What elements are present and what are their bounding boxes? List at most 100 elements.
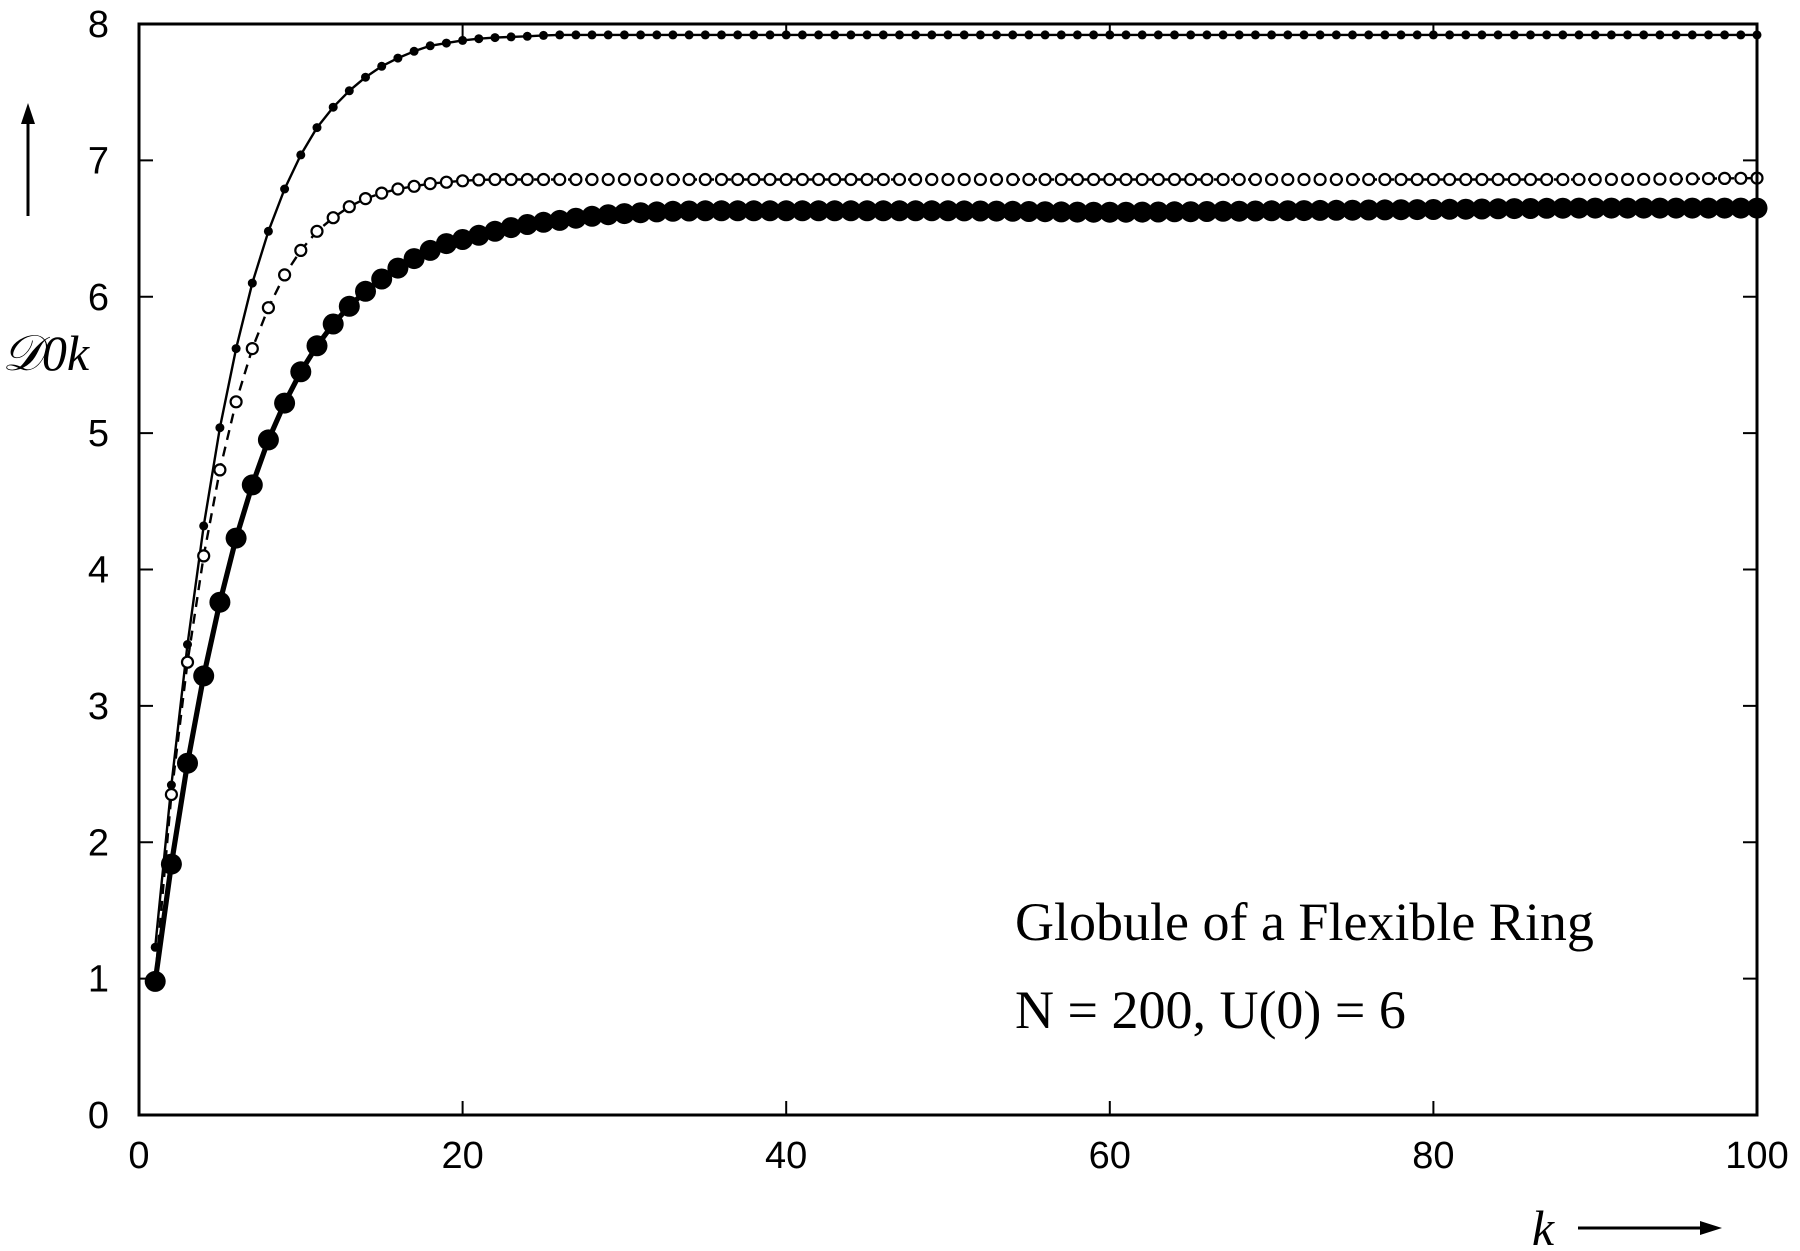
data-point <box>1196 201 1218 222</box>
data-point <box>844 172 858 187</box>
data-point <box>828 172 842 187</box>
data-point <box>668 30 678 40</box>
data-point <box>1248 172 1263 187</box>
data-point <box>682 172 696 187</box>
data-point <box>1293 200 1315 222</box>
data-point <box>1137 30 1147 40</box>
annotation-parameters: N = 200, U(0) = 6 <box>1015 980 1406 1040</box>
data-point <box>1121 30 1131 40</box>
data-point <box>1099 201 1121 223</box>
data-point <box>1698 197 1719 219</box>
data-point <box>1309 199 1331 221</box>
data-point <box>1008 30 1018 40</box>
data-point <box>409 46 419 56</box>
data-point <box>391 182 405 196</box>
data-point <box>1297 172 1311 187</box>
data-point <box>862 30 872 40</box>
data-point <box>811 172 826 187</box>
y-tick-label: 8 <box>88 4 109 46</box>
data-point <box>1412 30 1422 40</box>
data-point <box>387 257 409 279</box>
data-point <box>516 214 538 235</box>
data-point <box>1396 30 1406 40</box>
data-point <box>1734 171 1748 185</box>
data-point <box>1406 199 1428 221</box>
data-point <box>633 172 648 187</box>
data-point <box>468 224 490 246</box>
data-point <box>743 200 765 222</box>
data-point <box>199 521 209 531</box>
data-point <box>1720 30 1730 40</box>
data-point <box>779 172 793 187</box>
data-point <box>423 177 437 191</box>
data-point <box>1072 30 1082 40</box>
data-point <box>306 335 328 357</box>
data-point <box>1131 201 1153 223</box>
data-point <box>733 30 743 40</box>
data-point <box>310 224 324 238</box>
data-point <box>1620 172 1635 186</box>
data-point <box>613 203 635 225</box>
data-point <box>1685 172 1699 186</box>
y-tick-label: 5 <box>88 413 109 455</box>
data-point <box>1167 172 1182 187</box>
data-point <box>1089 30 1099 40</box>
data-point <box>908 172 923 187</box>
data-point <box>992 30 1001 40</box>
data-point <box>973 172 988 187</box>
data-point <box>1086 172 1101 187</box>
x-tick-label: 80 <box>1412 1135 1454 1177</box>
data-point <box>506 32 516 42</box>
data-point <box>1590 30 1600 40</box>
data-point <box>953 200 975 222</box>
data-point <box>1164 201 1185 223</box>
data-point <box>490 33 500 43</box>
data-point <box>257 429 279 451</box>
data-point <box>263 226 273 236</box>
data-point <box>1422 199 1444 220</box>
data-point <box>1426 172 1441 187</box>
data-point <box>1103 172 1117 187</box>
data-point <box>830 30 840 40</box>
data-point <box>225 527 247 549</box>
data-point <box>1313 172 1327 187</box>
data-point <box>1170 30 1179 40</box>
data-point <box>1604 172 1619 186</box>
data-point <box>1606 30 1616 40</box>
data-point <box>1390 199 1412 221</box>
data-point <box>1119 172 1133 187</box>
series-line <box>154 33 1757 948</box>
x-axis-arrowhead <box>1700 1221 1722 1235</box>
data-point <box>1299 30 1309 40</box>
data-point <box>1665 197 1687 219</box>
data-point <box>1040 30 1050 40</box>
x-tick-label: 0 <box>128 1135 149 1177</box>
data-point <box>539 30 548 40</box>
data-point <box>553 172 567 187</box>
data-point <box>278 268 292 282</box>
data-point <box>698 172 712 187</box>
data-point <box>941 172 955 187</box>
data-point <box>943 30 953 40</box>
data-point <box>1717 171 1732 185</box>
data-point <box>937 200 959 222</box>
data-point <box>456 174 470 188</box>
data-point <box>1002 200 1024 222</box>
data-point <box>1477 30 1487 40</box>
data-point <box>1568 197 1590 219</box>
data-point <box>684 30 694 40</box>
data-point <box>957 172 971 187</box>
data-point <box>1070 172 1085 187</box>
data-point <box>160 853 182 875</box>
data-point <box>581 205 603 227</box>
data-point <box>569 172 583 187</box>
data-point <box>180 655 195 669</box>
data-point <box>533 211 554 233</box>
data-point <box>536 172 551 187</box>
data-point <box>1212 200 1234 222</box>
data-point <box>1671 30 1681 40</box>
data-point <box>895 30 904 40</box>
series-3 <box>144 197 1768 992</box>
data-point <box>280 184 290 194</box>
data-point <box>1394 172 1408 187</box>
